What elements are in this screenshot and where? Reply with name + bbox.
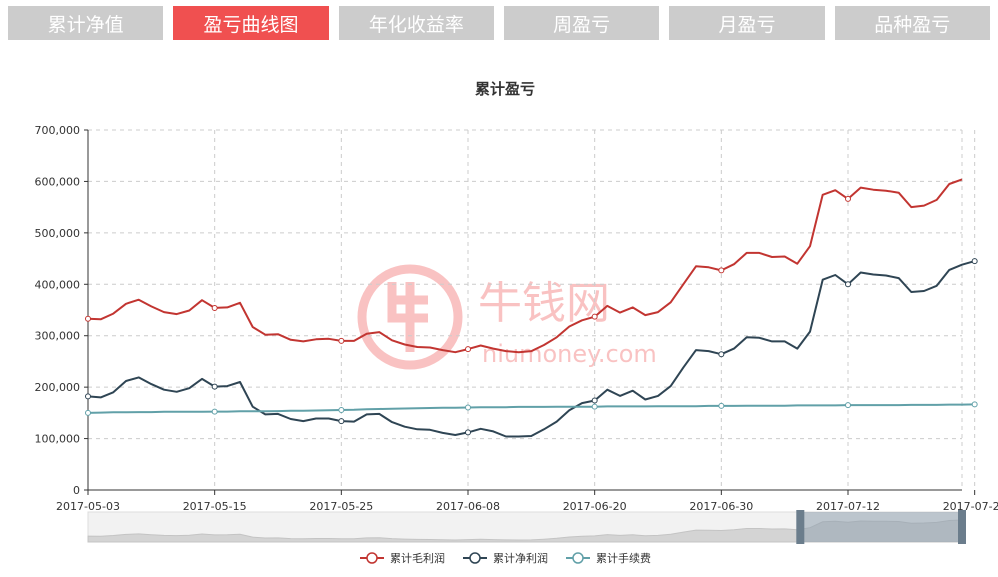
data-point: [718, 402, 725, 409]
watermark-logo-ring: [357, 264, 463, 370]
zoom-handle-left[interactable]: [796, 510, 805, 544]
series-line-2: [87, 403, 975, 414]
legend-label: 累计手续费: [596, 551, 651, 565]
data-point: [971, 401, 978, 408]
tab-cumulative-nav[interactable]: 累计净值: [8, 6, 164, 40]
y-tick-label: 400,000: [35, 278, 81, 291]
series-layer: [85, 178, 978, 438]
data-point: [338, 337, 345, 344]
tab-bar: 累计净值 盈亏曲线图 年化收益率 周盈亏 月盈亏 品种盈亏: [8, 6, 990, 40]
watermark-logo-mark: [387, 282, 428, 352]
legend-item-2[interactable]: 累计手续费: [566, 551, 651, 565]
y-tick-label: 700,000: [35, 124, 81, 137]
data-point: [211, 408, 218, 415]
legend-label: 累计净利润: [493, 551, 548, 565]
y-tick-label: 100,000: [35, 433, 81, 446]
zoom-handle-right[interactable]: [958, 510, 966, 544]
x-tick-label: 2017-06-30: [689, 500, 753, 513]
axes: 0 100,000 200,000 300,000 400,000 500,000 600,…: [35, 124, 998, 513]
y-tick-label: 200,000: [35, 381, 81, 394]
series-line-0: [87, 178, 963, 354]
data-point: [85, 393, 91, 400]
watermark-domain: niumoney.com: [482, 340, 657, 368]
data-point: [338, 407, 345, 414]
watermark-brand: 牛钱网: [478, 278, 610, 329]
data-point: [718, 351, 725, 358]
data-point: [465, 404, 471, 411]
zoom-window[interactable]: [800, 512, 962, 542]
chart-title: 累计盈亏: [475, 80, 535, 98]
data-point: [845, 402, 851, 409]
data-point: [465, 429, 471, 436]
tab-annualized-return[interactable]: 年化收益率: [338, 6, 494, 40]
watermark: 牛钱网 niumoney.com: [357, 264, 657, 370]
data-point: [465, 346, 471, 353]
tab-monthly-pnl[interactable]: 月盈亏: [669, 6, 825, 40]
y-tick-label: 600,000: [35, 175, 81, 188]
tab-instrument-pnl[interactable]: 品种盈亏: [834, 6, 990, 40]
legend-item-1[interactable]: 累计净利润: [463, 551, 548, 565]
data-point: [845, 281, 851, 288]
data-point: [338, 418, 345, 425]
x-tick-label: 2017-06-20: [563, 500, 627, 513]
legend-marker: [572, 552, 584, 564]
data-point: [85, 315, 91, 322]
data-zoom[interactable]: [87, 510, 966, 544]
y-tick-label: 0: [73, 484, 80, 497]
data-point: [971, 258, 978, 265]
legend-label: 累计毛利润: [390, 551, 445, 565]
legend-item-0[interactable]: 累计毛利润: [360, 551, 445, 565]
data-point: [845, 195, 851, 202]
x-tick-label: 2017-06-08: [436, 500, 500, 513]
series-line-1: [87, 260, 975, 438]
data-point: [718, 267, 725, 274]
x-tick-label: 2017-07-12: [816, 500, 880, 513]
legend: 累计毛利润 累计净利润 累计手续费: [360, 551, 651, 565]
tab-pnl-curve[interactable]: 盈亏曲线图: [173, 6, 329, 40]
data-point: [591, 403, 598, 410]
data-point: [591, 397, 598, 404]
data-point: [211, 383, 218, 390]
x-tick-label: 2017-05-03: [56, 500, 120, 513]
tab-weekly-pnl[interactable]: 周盈亏: [503, 6, 660, 40]
x-tick-label: 2017-05-25: [309, 500, 373, 513]
data-point: [211, 304, 218, 311]
legend-marker: [469, 552, 481, 564]
x-tick-label: 2017-05-15: [183, 500, 247, 513]
legend-marker: [366, 552, 378, 564]
x-tick-label: 2017-07-24: [943, 500, 998, 513]
y-tick-label: 500,000: [35, 227, 81, 240]
data-point: [85, 409, 91, 416]
data-point: [591, 313, 598, 320]
y-tick-label: 300,000: [35, 330, 81, 343]
